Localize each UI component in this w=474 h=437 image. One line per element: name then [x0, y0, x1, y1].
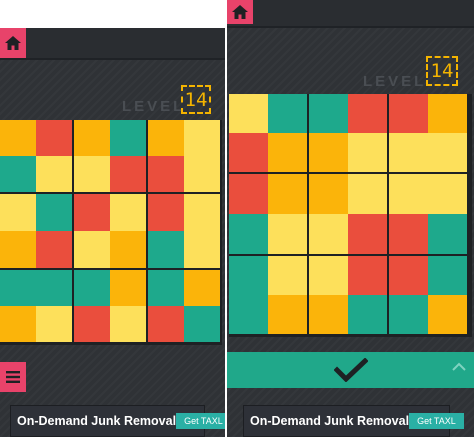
grid-cell[interactable]	[184, 156, 220, 192]
grid-cell[interactable]	[309, 214, 348, 254]
grid-cell[interactable]	[428, 133, 467, 172]
ad-banner[interactable]: On-Demand Junk Removal Get TAXL	[243, 405, 464, 437]
grid-cell[interactable]	[229, 133, 268, 172]
grid-cell[interactable]	[268, 256, 307, 295]
grid-cell[interactable]	[389, 133, 428, 172]
grid-cell[interactable]	[309, 133, 348, 172]
left-game-screen: LEVEL 14 On-Demand Junk Removal Get TAXL	[0, 28, 225, 437]
grid-cell[interactable]	[0, 270, 36, 306]
menu-icon	[6, 371, 20, 383]
grid-cell[interactable]	[110, 306, 146, 342]
home-icon	[5, 36, 21, 50]
right-game-screen: LEVEL 14 On-Demand Junk Removal Get TAXL	[227, 0, 474, 437]
grid-cell[interactable]	[428, 174, 467, 214]
grid-cell[interactable]	[389, 174, 428, 214]
level-label: LEVEL	[363, 73, 427, 90]
grid-cell[interactable]	[348, 174, 387, 214]
grid-cell[interactable]	[110, 194, 146, 231]
grid-cell[interactable]	[428, 94, 467, 133]
ad-button[interactable]: Get TAXL	[176, 413, 225, 429]
grid-cell[interactable]	[268, 295, 307, 334]
grid-cell[interactable]	[348, 214, 387, 254]
grid-cell[interactable]	[184, 194, 220, 231]
grid-cell[interactable]	[148, 194, 184, 231]
grid-cell[interactable]	[0, 231, 36, 268]
ad-button[interactable]: Get TAXL	[409, 413, 464, 429]
grid-cell[interactable]	[36, 270, 72, 306]
grid-cell[interactable]	[0, 194, 36, 231]
top-bar	[0, 28, 225, 60]
grid-cell[interactable]	[0, 306, 36, 342]
grid-cell[interactable]	[74, 194, 110, 231]
grid-cell[interactable]	[110, 156, 146, 192]
grid-cell[interactable]	[229, 256, 268, 295]
grid-cell[interactable]	[110, 270, 146, 306]
level-label: LEVEL	[122, 98, 186, 115]
grid-cell[interactable]	[148, 231, 184, 268]
ad-banner[interactable]: On-Demand Junk Removal Get TAXL	[10, 405, 225, 437]
grid-cell[interactable]	[36, 231, 72, 268]
home-button[interactable]	[227, 0, 253, 24]
home-button[interactable]	[0, 28, 26, 58]
grid-cell[interactable]	[148, 156, 184, 192]
grid-cell[interactable]	[229, 94, 268, 133]
menu-button[interactable]	[0, 362, 26, 392]
home-icon	[232, 5, 248, 19]
grid-cell[interactable]	[184, 120, 220, 156]
puzzle-grid	[0, 120, 222, 345]
grid-cell[interactable]	[348, 256, 387, 295]
grid-cell[interactable]	[389, 214, 428, 254]
grid-cell[interactable]	[229, 214, 268, 254]
grid-cell[interactable]	[74, 270, 110, 306]
grid-cell[interactable]	[36, 306, 72, 342]
grid-cell[interactable]	[74, 156, 110, 192]
grid-cell[interactable]	[36, 120, 72, 156]
grid-cell[interactable]	[184, 270, 220, 306]
grid-cell[interactable]	[0, 120, 36, 156]
grid-cell[interactable]	[268, 133, 307, 172]
grid-cell[interactable]	[184, 231, 220, 268]
grid-cell[interactable]	[110, 231, 146, 268]
grid-cell[interactable]	[229, 174, 268, 214]
submit-button[interactable]	[227, 352, 474, 388]
grid-cell[interactable]	[74, 120, 110, 156]
grid-cell[interactable]	[389, 295, 428, 334]
grid-cell[interactable]	[184, 306, 220, 342]
grid-cell[interactable]	[309, 295, 348, 334]
ad-text: On-Demand Junk Removal	[17, 414, 177, 428]
grid-cell[interactable]	[348, 133, 387, 172]
grid-cell[interactable]	[148, 120, 184, 156]
top-bar	[227, 0, 474, 28]
ad-text: On-Demand Junk Removal	[250, 414, 410, 428]
grid-cell[interactable]	[268, 214, 307, 254]
grid-cell[interactable]	[389, 94, 428, 133]
grid-cell[interactable]	[428, 214, 467, 254]
grid-cell[interactable]	[148, 270, 184, 306]
grid-cell[interactable]	[74, 231, 110, 268]
grid-cell[interactable]	[309, 94, 348, 133]
puzzle-grid	[229, 94, 472, 337]
grid-cell[interactable]	[348, 94, 387, 133]
grid-cell[interactable]	[428, 295, 467, 334]
grid-cell[interactable]	[268, 174, 307, 214]
grid-cell[interactable]	[0, 156, 36, 192]
grid-cell[interactable]	[348, 295, 387, 334]
chevron-up-icon[interactable]	[452, 362, 466, 371]
check-icon	[333, 358, 368, 382]
grid-cell[interactable]	[36, 156, 72, 192]
grid-cell[interactable]	[36, 194, 72, 231]
grid-cell[interactable]	[389, 256, 428, 295]
grid-cell[interactable]	[309, 174, 348, 214]
grid-cell[interactable]	[428, 256, 467, 295]
grid-cell[interactable]	[268, 94, 307, 133]
level-number: 14	[426, 56, 458, 86]
grid-cell[interactable]	[229, 295, 268, 334]
level-number: 14	[181, 85, 211, 114]
grid-cell[interactable]	[309, 256, 348, 295]
grid-cell[interactable]	[148, 306, 184, 342]
grid-cell[interactable]	[110, 120, 146, 156]
grid-cell[interactable]	[74, 306, 110, 342]
